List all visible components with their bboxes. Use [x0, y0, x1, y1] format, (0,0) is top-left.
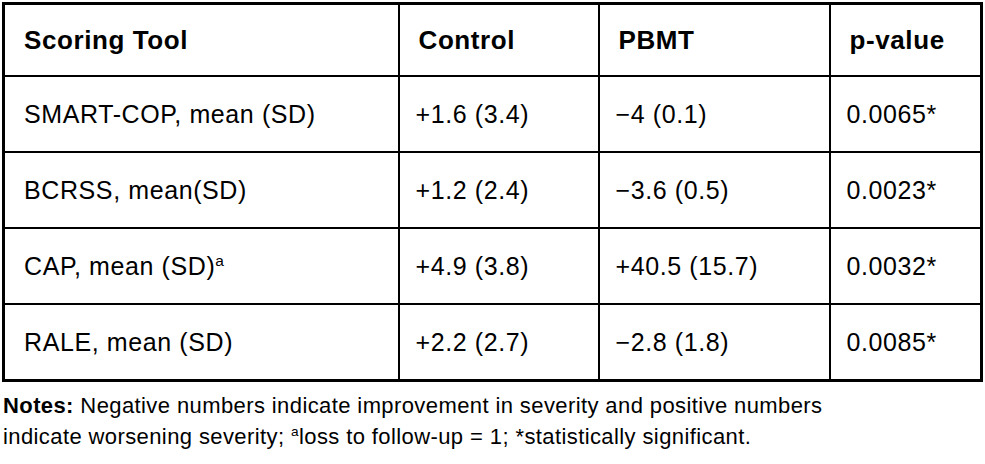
severity-scoring-table: Scoring Tool Control PBMT p-value SMART-…: [2, 2, 983, 382]
cell-tool-rale: RALE, mean (SD): [4, 304, 399, 381]
notes-label: Notes:: [3, 393, 74, 418]
column-header-scoring-tool: Scoring Tool: [4, 4, 399, 77]
cell-tool-bcrss: BCRSS, mean(SD): [4, 152, 399, 228]
cell-p-value-cap: 0.0032*: [830, 228, 982, 304]
cell-pbmt-bcrss: −3.6 (0.5): [599, 152, 830, 228]
cell-pbmt-cap: +40.5 (15.7): [599, 228, 830, 304]
paper-table-figure: Scoring Tool Control PBMT p-value SMART-…: [0, 0, 985, 464]
notes-text-2: indicate worsening severity;: [3, 424, 291, 449]
table-row-bcrss: BCRSS, mean(SD) +1.2 (2.4) −3.6 (0.5) 0.…: [4, 152, 982, 228]
tool-label: CAP, mean (SD): [24, 252, 215, 280]
notes-text-1: Negative numbers indicate improvement in…: [74, 393, 823, 418]
table-row-smart-cop: SMART-COP, mean (SD) +1.6 (3.4) −4 (0.1)…: [4, 76, 982, 152]
cell-control-cap: +4.9 (3.8): [399, 228, 599, 304]
table-notes: Notes: Negative numbers indicate improve…: [3, 390, 983, 452]
notes-footnote-marker-a: a: [291, 424, 299, 439]
column-header-control: Control: [399, 4, 599, 77]
footnote-marker-a: a: [215, 251, 224, 268]
column-header-pbmt: PBMT: [599, 4, 830, 77]
notes-text-3: loss to follow-up = 1; *statistically si…: [299, 424, 751, 449]
tool-label: BCRSS, mean(SD): [24, 176, 247, 204]
cell-p-value-smart-cop: 0.0065*: [830, 76, 982, 152]
column-header-p-value: p-value: [830, 4, 982, 77]
cell-p-value-rale: 0.0085*: [830, 304, 982, 381]
cell-p-value-bcrss: 0.0023*: [830, 152, 982, 228]
notes-line-2: indicate worsening severity; aloss to fo…: [3, 421, 983, 452]
table-row-rale: RALE, mean (SD) +2.2 (2.7) −2.8 (1.8) 0.…: [4, 304, 982, 381]
cell-control-smart-cop: +1.6 (3.4): [399, 76, 599, 152]
tool-label: SMART-COP, mean (SD): [24, 100, 316, 128]
cell-tool-smart-cop: SMART-COP, mean (SD): [4, 76, 399, 152]
cell-tool-cap: CAP, mean (SD)a: [4, 228, 399, 304]
cell-pbmt-rale: −2.8 (1.8): [599, 304, 830, 381]
notes-line-1: Notes: Negative numbers indicate improve…: [3, 390, 983, 421]
cell-control-bcrss: +1.2 (2.4): [399, 152, 599, 228]
tool-label: RALE, mean (SD): [24, 328, 233, 356]
cell-pbmt-smart-cop: −4 (0.1): [599, 76, 830, 152]
table-header-row: Scoring Tool Control PBMT p-value: [4, 4, 982, 77]
cell-control-rale: +2.2 (2.7): [399, 304, 599, 381]
table-row-cap: CAP, mean (SD)a +4.9 (3.8) +40.5 (15.7) …: [4, 228, 982, 304]
